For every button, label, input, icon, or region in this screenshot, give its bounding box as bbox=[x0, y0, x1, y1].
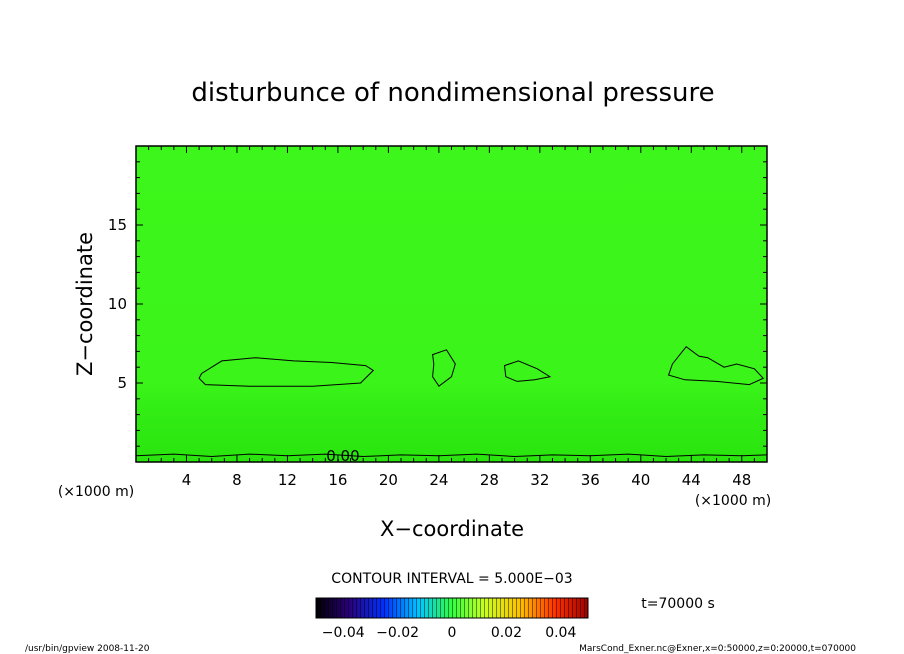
colorbar-tick-label: 0.04 bbox=[545, 625, 576, 641]
x-unit-left: (×1000 m) bbox=[58, 484, 134, 500]
y-tick-label: 10 bbox=[108, 295, 127, 313]
x-tick-label: 44 bbox=[682, 471, 701, 489]
colorbar-stripes bbox=[316, 598, 588, 618]
contour-blob-3 bbox=[503, 360, 552, 382]
colorbar-tick-labels: −0.04 −0.02 0 0.02 0.04 bbox=[322, 625, 577, 641]
x-tick-label: 4 bbox=[182, 471, 192, 489]
x-tick-labels: 4 8 12 16 20 24 28 32 36 40 44 48 bbox=[182, 471, 752, 489]
y-tick-label: 15 bbox=[108, 216, 127, 234]
footer-left: /usr/bin/gpview 2008-11-20 bbox=[25, 644, 150, 654]
x-tick-label: 16 bbox=[328, 471, 347, 489]
x-tick-label: 36 bbox=[581, 471, 600, 489]
pressure-field bbox=[136, 146, 767, 462]
contour-blob-2 bbox=[432, 349, 456, 387]
colorbar-tick-label: 0.02 bbox=[491, 625, 522, 641]
y-axis-label: Z−coordinate bbox=[73, 232, 97, 376]
chart-title: disturbunce of nondimensional pressure bbox=[191, 78, 714, 108]
x-tick-label: 40 bbox=[631, 471, 650, 489]
contour-blob-4 bbox=[667, 346, 765, 386]
x-tick-label: 24 bbox=[429, 471, 448, 489]
colorbar-tick-label: −0.04 bbox=[322, 625, 365, 641]
x-tick-label: 8 bbox=[232, 471, 242, 489]
time-label: t=70000 s bbox=[641, 596, 715, 612]
x-tick-label: 20 bbox=[379, 471, 398, 489]
colorbar-tick-label: 0 bbox=[448, 625, 457, 641]
footer-right: MarsCond_Exner.nc@Exner,x=0:50000,z=0:20… bbox=[579, 644, 856, 654]
contour-interval-text: CONTOUR INTERVAL = 5.000E−03 bbox=[331, 571, 572, 587]
x-tick-label: 28 bbox=[480, 471, 499, 489]
contour-value-label: 0.00 bbox=[326, 447, 359, 465]
x-tick-label: 48 bbox=[732, 471, 751, 489]
y-tick-label: 5 bbox=[117, 374, 127, 392]
y-tick-labels: 5 10 15 bbox=[108, 216, 127, 392]
axis-ticks bbox=[136, 146, 767, 462]
x-unit-right: (×1000 m) bbox=[695, 493, 771, 509]
x-tick-label: 32 bbox=[530, 471, 549, 489]
colorbar-tick-label: −0.02 bbox=[376, 625, 419, 641]
x-tick-label: 12 bbox=[278, 471, 297, 489]
contour-lines bbox=[135, 346, 768, 458]
x-axis-label: X−coordinate bbox=[380, 517, 524, 541]
contour-bottom-line bbox=[135, 453, 768, 458]
contour-blob-1 bbox=[198, 357, 375, 387]
colorbar-frame bbox=[315, 597, 589, 619]
